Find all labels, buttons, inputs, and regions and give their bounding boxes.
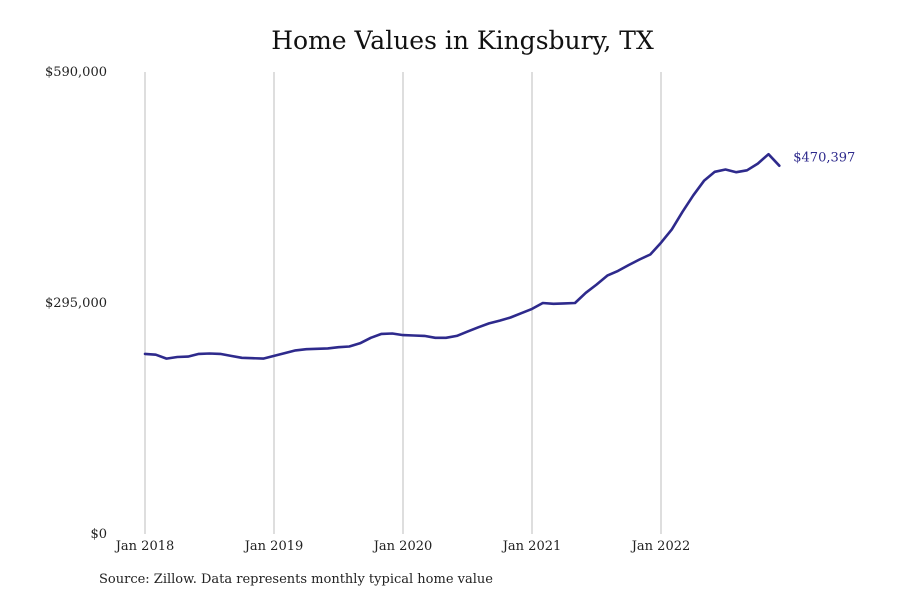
chart-title: Home Values in Kingsbury, TX — [271, 26, 654, 55]
y-axis-ticks: $0 $295,000 $590,000 — [45, 65, 107, 542]
grid-lines — [144, 72, 662, 534]
x-tick-label: Jan 2020 — [372, 539, 433, 554]
end-value-label: $470,397 — [793, 151, 855, 166]
x-tick-label: Jan 2022 — [630, 539, 691, 554]
y-tick-label: $0 — [90, 527, 107, 542]
x-axis-ticks: Jan 2018 Jan 2019 Jan 2020 Jan 2021 Jan 2022 — [114, 539, 691, 554]
x-tick-label: Jan 2019 — [243, 539, 304, 554]
x-tick-label: Jan 2021 — [501, 539, 562, 554]
y-tick-label: $590,000 — [45, 65, 107, 80]
home-value-line — [143, 152, 781, 360]
y-tick-label: $295,000 — [45, 296, 107, 311]
source-note: Source: Zillow. Data represents monthly … — [99, 572, 493, 587]
x-tick-label: Jan 2018 — [114, 539, 175, 554]
